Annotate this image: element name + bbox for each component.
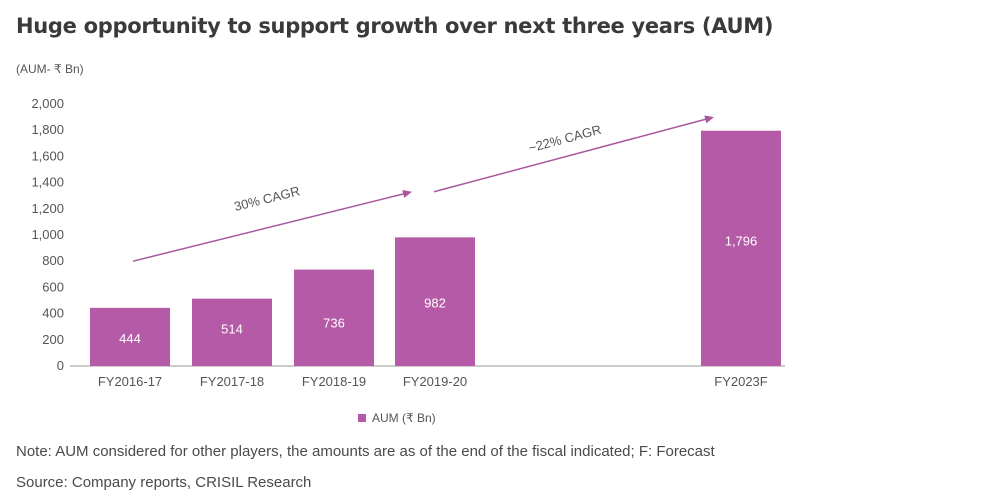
bar [192,298,272,366]
y-tick-label: 1,200 [31,201,64,216]
x-tick-label: FY2023F [714,374,768,389]
x-tick-label: FY2018-19 [302,374,366,389]
bar [395,237,475,366]
legend: AUM (₹ Bn) [358,411,436,425]
cagr-arrow-head [402,190,412,198]
legend-swatch [358,414,366,422]
y-tick-label: 1,600 [31,148,64,163]
x-tick-label: FY2017-18 [200,374,264,389]
x-tick-label: FY2019-20 [403,374,467,389]
chart-title: Huge opportunity to support growth over … [16,14,774,38]
y-tick-label: 1,800 [31,122,64,137]
cagr-arrow-head [704,115,714,124]
cagr-arrow-line [132,192,407,262]
bar-value-label: 444 [119,331,141,346]
source-note: Source: Company reports, CRISIL Research [16,474,312,491]
y-tick-label: 600 [42,279,64,294]
bar-value-label: 736 [323,316,345,331]
bar [701,130,781,366]
cagr-label: 30% CAGR [232,183,301,214]
cagr-arrow-line [433,117,709,193]
bar [90,307,170,366]
unit-label: (AUM- ₹ Bn) [16,62,84,76]
legend-label: AUM (₹ Bn) [372,411,436,425]
y-tick-label: 0 [57,358,64,373]
y-tick-label: 800 [42,253,64,268]
y-tick-label: 1,000 [31,227,64,242]
bar-value-label: 982 [424,295,446,310]
y-tick-label: 2,000 [31,96,64,111]
bar [294,269,374,366]
x-tick-label: FY2016-17 [98,374,162,389]
y-tick-label: 200 [42,332,64,347]
footnote: Note: AUM considered for other players, … [16,443,715,460]
bar-value-label: 514 [221,322,243,337]
bar-chart: 0 200 400 600 800 1,000 1,200 1,400 1,600 1,800 2,… [31,96,785,389]
y-tick-label: 400 [42,306,64,321]
bar-value-label: 1,796 [725,234,758,249]
y-tick-label: 1,400 [31,175,64,190]
